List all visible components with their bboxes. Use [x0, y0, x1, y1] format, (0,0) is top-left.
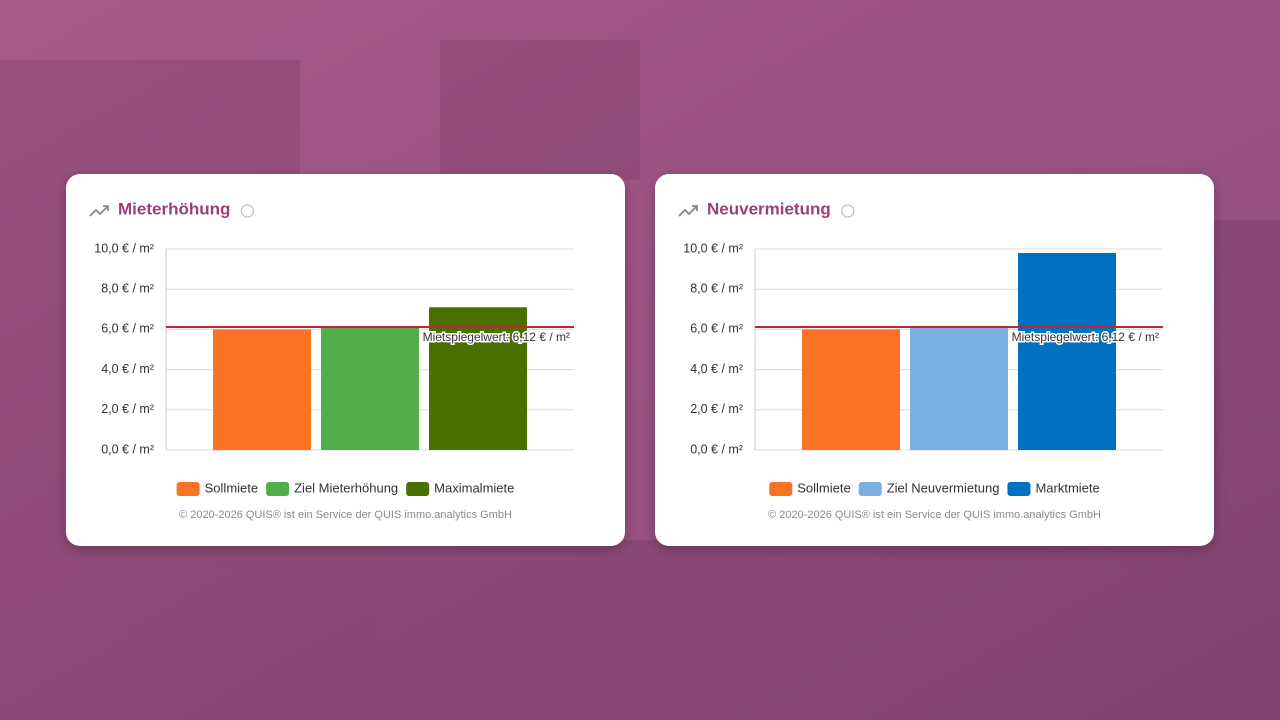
legend-swatch — [1007, 482, 1031, 496]
chart-title: Neuvermietung — [707, 199, 831, 218]
legend-label: Ziel Mieterhöhung — [294, 480, 398, 495]
footer: © 2020-2026 QUIS® ist ein Service der QU… — [179, 509, 512, 521]
y-tick-label: 10,0 € / m² — [683, 241, 743, 255]
y-tick-label: 0,0 € / m² — [101, 442, 154, 456]
legend-swatch — [769, 482, 793, 496]
y-tick-label: 4,0 € / m² — [690, 362, 743, 376]
y-tick-label: 2,0 € / m² — [690, 402, 743, 416]
y-tick-label: 8,0 € / m² — [690, 281, 743, 295]
y-tick-label: 8,0 € / m² — [101, 281, 154, 295]
legend-swatch — [266, 482, 290, 496]
legend-swatch — [176, 482, 200, 496]
footer: © 2020-2026 QUIS® ist ein Service der QU… — [768, 509, 1101, 521]
y-tick-label: 10,0 € / m² — [94, 241, 154, 255]
y-tick-label: 4,0 € / m² — [101, 362, 154, 376]
y-tick-label: 6,0 € / m² — [690, 322, 743, 336]
bar — [321, 326, 419, 450]
bar — [802, 329, 900, 450]
reference-label: Mietspiegelwert: 6,12 € / m² — [1012, 330, 1159, 344]
bar — [213, 329, 311, 450]
y-tick-label: 6,0 € / m² — [101, 322, 154, 336]
bar — [910, 326, 1008, 450]
y-tick-label: 0,0 € / m² — [690, 442, 743, 456]
y-tick-label: 2,0 € / m² — [101, 402, 154, 416]
chart-card: Mieterhöhung 0,0 € / m² 2,0 € / m² 4,0 € / … — [66, 174, 625, 546]
legend-swatch — [406, 482, 430, 496]
legend-label: Ziel Neuvermietung — [887, 480, 1000, 495]
legend-swatch — [858, 482, 882, 496]
help-icon[interactable] — [240, 204, 254, 218]
reference-label: Mietspiegelwert: 6,12 € / m² — [423, 330, 570, 344]
trend-icon — [678, 205, 698, 217]
legend-label: Marktmiete — [1035, 480, 1099, 495]
chart-card: Neuvermietung 0,0 € / m² 2,0 € / m² 4,0 € /… — [655, 174, 1214, 546]
trend-icon — [89, 205, 109, 217]
legend-label: Sollmiete — [797, 480, 850, 495]
bar — [429, 307, 527, 450]
help-icon[interactable] — [841, 204, 855, 218]
legend-label: Maximalmiete — [434, 480, 514, 495]
legend-label: Sollmiete — [205, 480, 258, 495]
bar — [1018, 253, 1116, 450]
chart-title: Mieterhöhung — [118, 199, 230, 218]
